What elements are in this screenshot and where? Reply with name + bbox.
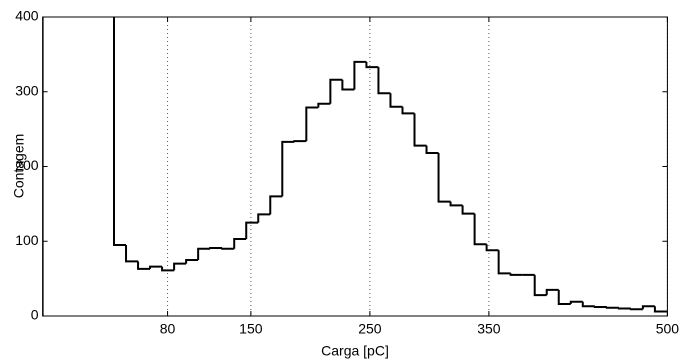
x-tick-label: 500 — [656, 321, 680, 337]
y-tick-label: 0 — [31, 307, 39, 323]
histogram-bin — [42, 17, 44, 316]
x-tick-label: 250 — [358, 321, 382, 337]
histogram-bin — [149, 265, 163, 269]
histogram-bin — [593, 306, 607, 309]
histogram-bin — [605, 306, 619, 309]
histogram-bin — [581, 301, 595, 308]
histogram-bin — [497, 250, 511, 275]
histogram-bin — [569, 300, 583, 305]
y-tick-label: 100 — [15, 232, 39, 248]
x-axis-label: Carga [pC] — [321, 343, 389, 359]
histogram-bin — [173, 262, 187, 271]
histogram-bin — [461, 205, 475, 215]
histogram-bin — [233, 238, 247, 249]
y-tick-label: 400 — [15, 8, 39, 24]
histogram-bin — [329, 78, 343, 104]
histogram-bin — [269, 195, 283, 215]
histogram-bin — [281, 140, 295, 197]
histogram-bin — [413, 113, 427, 147]
histogram-bin — [245, 221, 259, 240]
histogram-bin — [137, 261, 151, 270]
histogram-bin — [257, 213, 271, 223]
histogram-bin — [197, 247, 211, 260]
histogram-bin — [509, 273, 523, 276]
histogram-bin — [185, 258, 199, 264]
histogram-bin — [293, 140, 307, 143]
plot-area — [42, 17, 667, 316]
histogram-bin — [113, 17, 127, 246]
histogram-bin — [545, 288, 559, 296]
histogram-bin — [221, 247, 235, 250]
histogram-bin — [641, 305, 655, 310]
histogram-bin — [533, 274, 547, 297]
histogram-bin — [365, 61, 379, 69]
histogram-bin — [485, 244, 499, 252]
histogram-bin — [653, 306, 667, 313]
y-tick-label: 300 — [15, 82, 39, 98]
x-tick-label: 150 — [239, 321, 263, 337]
histogram-bin — [317, 102, 331, 108]
histogram-bin — [209, 246, 223, 249]
histogram-bin — [557, 289, 571, 306]
histogram-bin — [353, 60, 367, 90]
histogram-bin — [125, 244, 139, 263]
histogram-bin — [617, 307, 631, 310]
histogram-bin — [425, 145, 439, 155]
y-axis-label: Contagem — [11, 134, 27, 199]
histogram-bin — [401, 106, 415, 115]
histogram-bin — [377, 67, 391, 95]
histogram-bin — [629, 308, 643, 311]
histogram-bin — [389, 93, 403, 108]
y-tick-label: 200 — [15, 157, 39, 173]
histogram-bin — [341, 79, 355, 91]
x-tick-label: 80 — [160, 321, 176, 337]
histogram-bin — [305, 106, 319, 142]
histogram-bin — [473, 213, 487, 246]
x-tick-label: 350 — [477, 321, 501, 337]
histogram-bin — [437, 153, 451, 203]
histogram-bin — [449, 201, 463, 207]
histogram-bin — [161, 266, 175, 272]
